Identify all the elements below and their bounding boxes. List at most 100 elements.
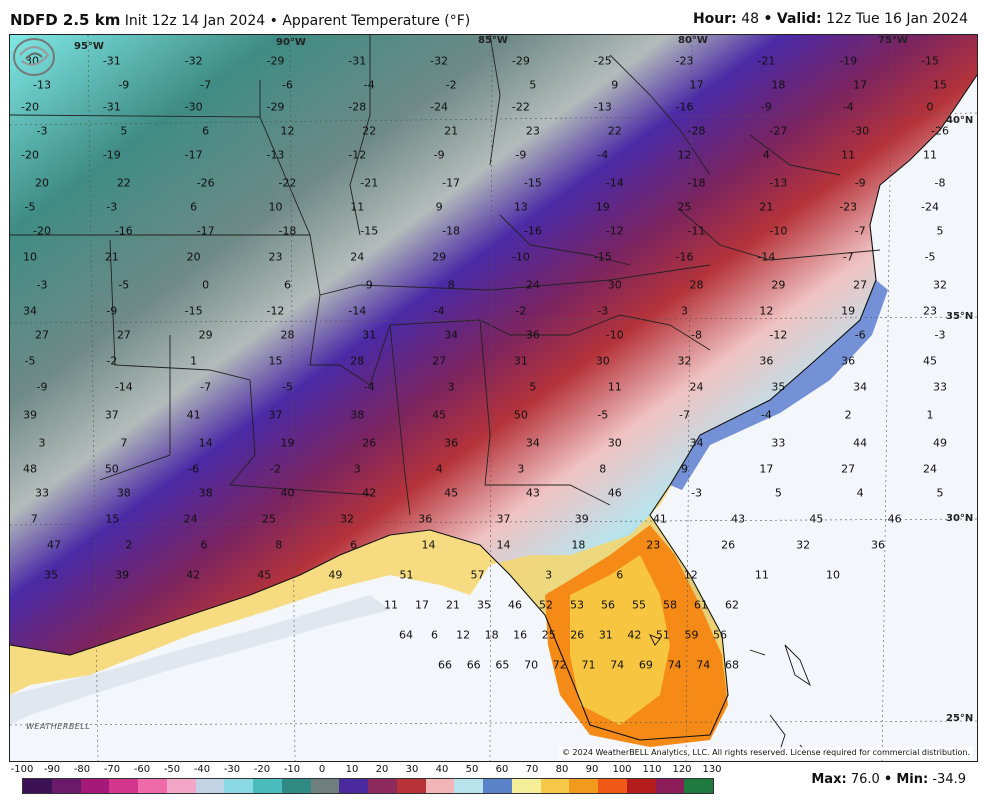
temperature-value: 1 [926, 408, 934, 422]
temperature-value: 29 [432, 250, 447, 264]
temperature-value: 38 [198, 486, 213, 500]
temperature-value: -3 [597, 304, 609, 318]
max-value: 76.0 [850, 772, 880, 787]
temperature-value: -28 [348, 100, 367, 114]
temperature-value: 41 [652, 512, 667, 526]
temperature-value: 24 [183, 512, 198, 526]
temperature-value: -7 [842, 250, 854, 264]
init-time: Init 12z 14 Jan 2024 [124, 13, 266, 29]
temperature-value: 6 [350, 538, 358, 552]
temperature-value: 21 [446, 598, 460, 612]
temperature-value: 37 [496, 512, 511, 526]
temperature-value: -22 [511, 100, 530, 114]
temperature-value: -2 [515, 304, 527, 318]
temperature-value: -24 [921, 200, 939, 214]
temperature-value: 17 [689, 78, 704, 92]
temperature-value: 11 [841, 148, 856, 162]
temperature-value: 27 [432, 354, 447, 368]
legend-color-swatch [80, 779, 110, 793]
temperature-value: -3 [36, 124, 48, 138]
logo-text: WEATHERBELL [26, 722, 91, 731]
map-panel[interactable]: 95°W 90°W 85°W 80°W 75°W 40°N 35°N 30°N 25°N -3… [9, 34, 978, 762]
map-header: NDFD 2.5 km Init 12z 14 Jan 2024 • Appar… [0, 0, 984, 34]
temperature-value: 56 [713, 628, 727, 642]
temperature-value: -9 [854, 176, 866, 190]
temperature-value: -14 [348, 304, 367, 318]
temperature-value: 17 [415, 598, 429, 612]
temperature-value: 5 [529, 380, 537, 394]
temperature-value: 23 [646, 538, 661, 552]
temperature-value: 62 [725, 598, 739, 612]
temperature-value: 11 [350, 200, 365, 214]
temperature-value: -12 [348, 148, 367, 162]
temperature-value: 45 [444, 486, 459, 500]
temperature-value: -5 [597, 408, 609, 422]
temperature-value: -25 [593, 54, 612, 68]
temperature-value: -16 [675, 100, 694, 114]
temperature-value: 12 [456, 628, 471, 642]
temperature-value: 6 [283, 278, 291, 292]
temperature-value: 46 [508, 598, 522, 612]
color-scale-legend: -100 -90 -80 -70 -60 -50 -40 -30 -20 -10 0 10 20 30 40… [10, 762, 730, 802]
temperature-value: -12 [605, 224, 624, 238]
temperature-value: 8 [447, 278, 455, 292]
temperature-value: 32 [933, 278, 947, 292]
temperature-map [10, 35, 977, 761]
temperature-value: 53 [570, 598, 584, 612]
legend-color-swatch [598, 779, 627, 793]
temperature-value: -24 [430, 100, 449, 114]
temperature-value: 45 [923, 354, 937, 368]
temperature-value: 56 [601, 598, 615, 612]
legend-tick-label: 50 [465, 764, 479, 775]
legend-tick-label: 110 [642, 764, 662, 775]
legend-color-swatch [483, 779, 512, 793]
temperature-value: 74 [610, 658, 625, 672]
temperature-value: 49 [933, 436, 947, 450]
gulf-sea-band [10, 595, 390, 725]
temperature-value: 30 [607, 436, 622, 450]
temperature-value: 39 [23, 408, 37, 422]
temperature-value: 4 [856, 486, 864, 500]
temperature-value: -2 [106, 354, 118, 368]
temperature-value: 45 [257, 568, 272, 582]
temperature-value: 3 [517, 462, 525, 476]
legend-tick-label: 120 [672, 764, 692, 775]
temperature-value: 24 [689, 380, 704, 394]
temperature-value: -29 [266, 100, 285, 114]
temperature-value: 50 [513, 408, 528, 422]
temperature-value: 51 [655, 628, 670, 642]
temperature-value: -31 [102, 100, 121, 114]
temperature-value: -15 [921, 54, 939, 68]
temperature-value: 39 [115, 568, 130, 582]
temperature-value: 74 [667, 658, 682, 672]
temperature-value: -6 [854, 328, 866, 342]
temperature-value: -5 [118, 278, 130, 292]
temperature-value: 31 [513, 354, 528, 368]
atlantic-coastal-band [670, 280, 888, 490]
temperature-value: -31 [348, 54, 367, 68]
temperature-value: -14 [605, 176, 624, 190]
temperature-value: -7 [854, 224, 866, 238]
temperature-value: 36 [759, 354, 774, 368]
temperature-value: 36 [444, 436, 459, 450]
temperature-value: 27 [853, 278, 868, 292]
temperature-value: 18 [571, 538, 586, 552]
temperature-value: 2 [125, 538, 133, 552]
longitude-label: 80°W [678, 35, 708, 46]
temperature-value: -5 [924, 250, 936, 264]
temperature-value: 20 [186, 250, 201, 264]
temperature-value: -19 [102, 148, 121, 162]
temperature-value: 10 [826, 568, 840, 582]
min-value: -34.9 [932, 772, 966, 787]
temperature-value: 0 [202, 278, 210, 292]
temperature-value: -15 [593, 250, 612, 264]
temperature-value: 4 [762, 148, 770, 162]
max-min-stats: Max: 76.0 • Min: -34.9 [811, 772, 966, 787]
temperature-value: 1 [190, 354, 198, 368]
temperature-value: -19 [839, 54, 858, 68]
temperature-value: 58 [663, 598, 677, 612]
legend-color-swatch [310, 779, 340, 793]
temperature-value: 6 [200, 538, 208, 552]
legend-tick-label: 60 [495, 764, 509, 775]
legend-color-swatch [51, 779, 81, 793]
